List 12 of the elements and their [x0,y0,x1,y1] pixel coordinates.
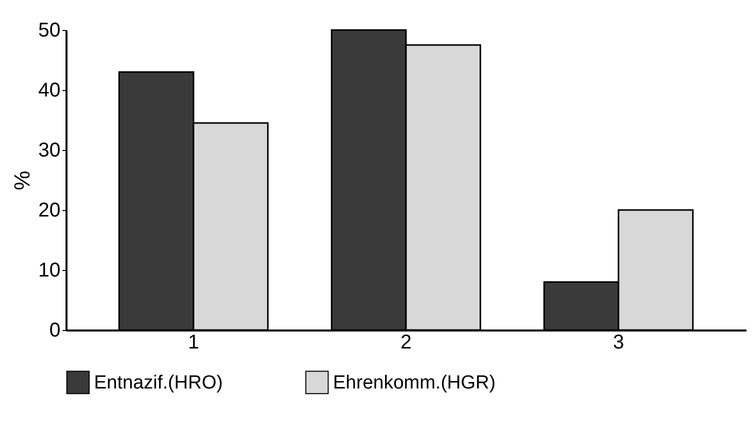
x-tick-label: 3 [612,332,624,354]
legend-label: Ehrenkomm.(HGR) [333,372,496,394]
y-tick-label: 50 [38,20,60,42]
y-tick-label: 40 [38,80,60,102]
y-tick-label: 20 [38,200,60,222]
y-axis-title: % [9,170,34,190]
x-tick-label: 2 [400,332,412,354]
y-tick-label: 0 [49,320,60,342]
x-tick-label: 1 [188,332,200,354]
y-tick-label: 10 [38,260,60,282]
y-tick-label: 30 [38,140,60,162]
legend-label: Entnazif.(HRO) [94,372,223,394]
